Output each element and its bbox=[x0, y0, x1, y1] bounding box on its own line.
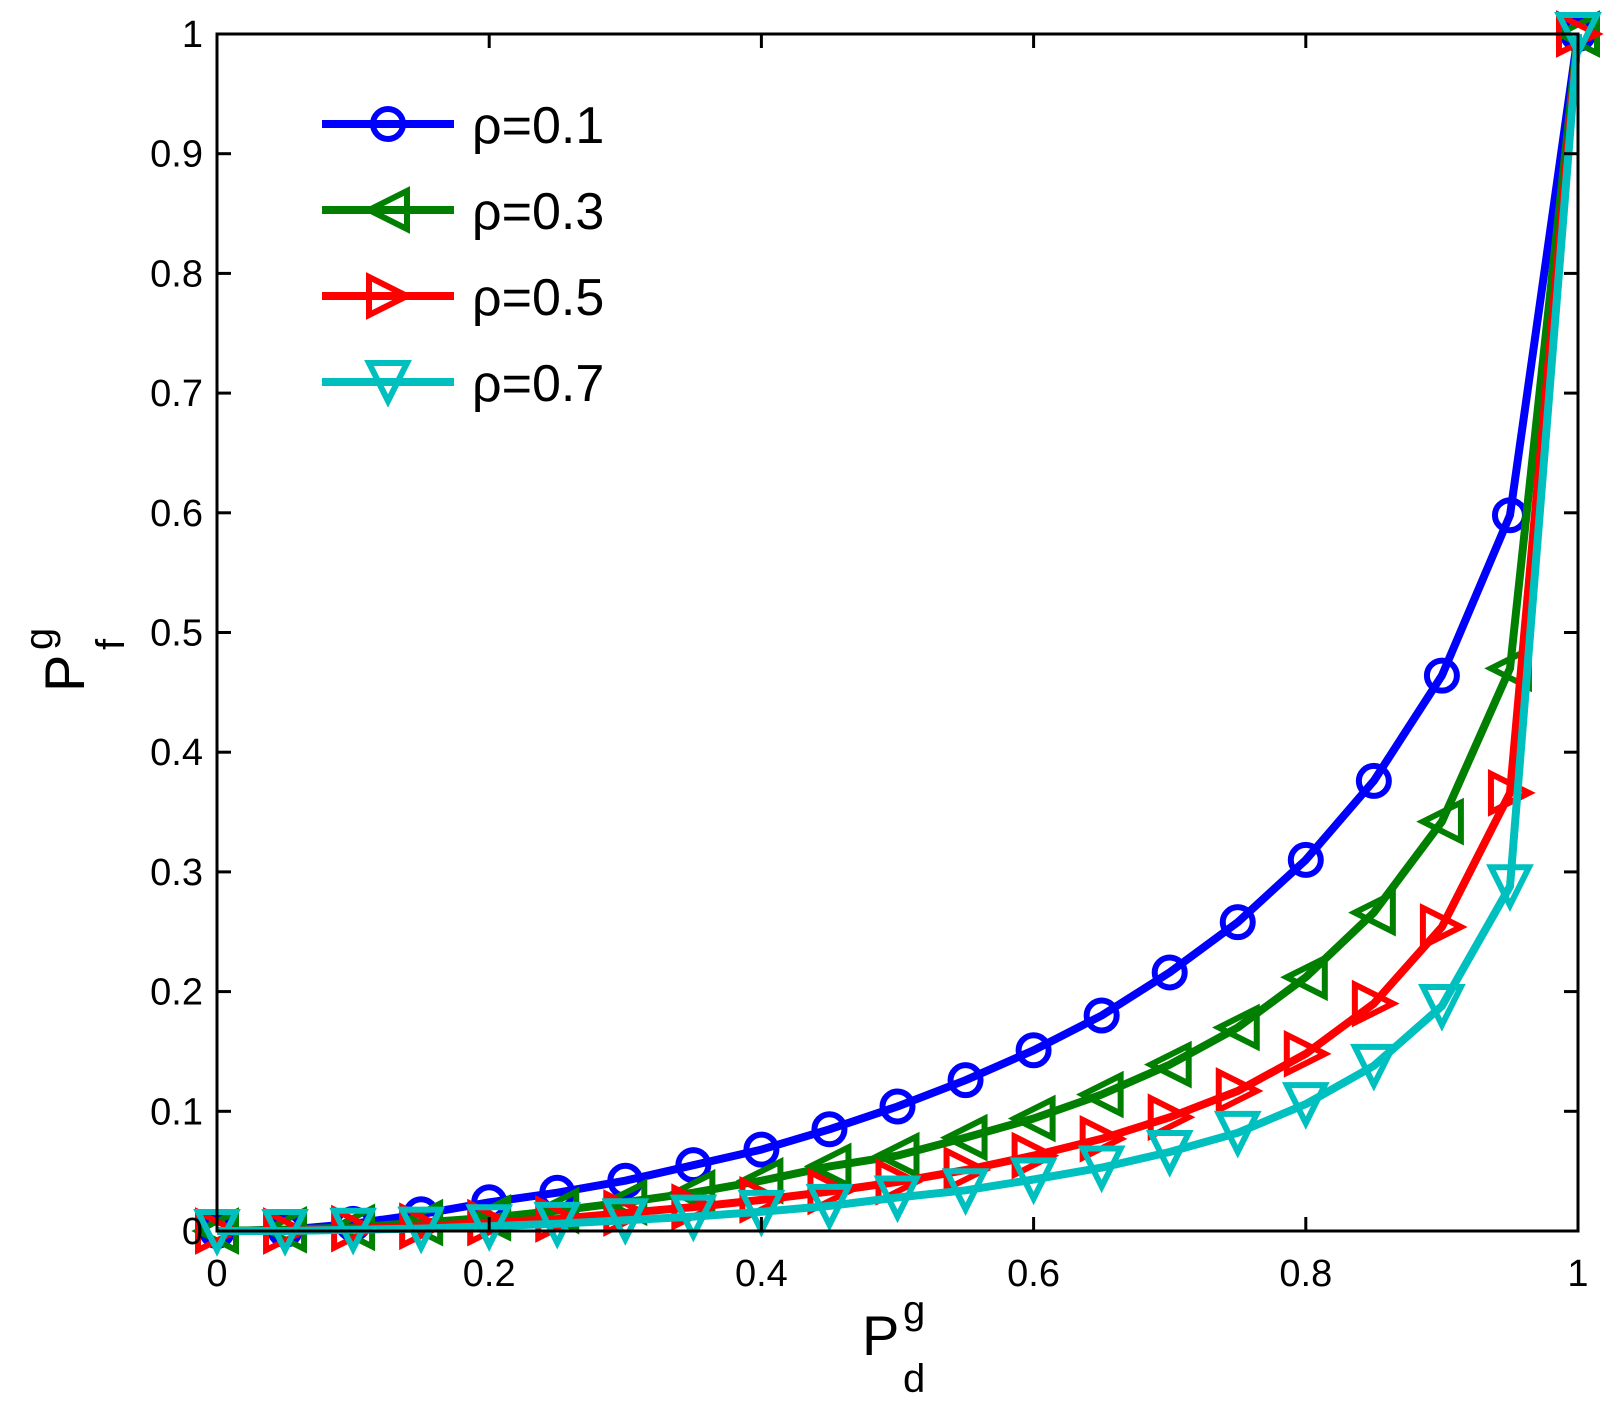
y-tick-label: 0.3 bbox=[150, 852, 203, 894]
data-point bbox=[397, 1206, 446, 1255]
y-tick-label: 0.6 bbox=[150, 493, 203, 535]
data-point bbox=[1143, 1040, 1192, 1089]
legend-label: ρ=0.5 bbox=[472, 269, 604, 327]
x-axis-label-sub: d bbox=[903, 1357, 925, 1401]
y-tick-label: 0.4 bbox=[150, 732, 203, 774]
data-point bbox=[1283, 1029, 1332, 1078]
data-point bbox=[1351, 979, 1400, 1028]
data-point bbox=[533, 1201, 582, 1250]
legend-marker bbox=[362, 186, 410, 234]
legend-item: ρ=0.3 bbox=[322, 183, 604, 241]
y-axis-label-sub: f bbox=[89, 638, 133, 650]
data-point bbox=[805, 1183, 854, 1232]
legend-marker bbox=[370, 106, 406, 142]
data-point bbox=[1213, 1110, 1262, 1159]
data-point bbox=[1355, 762, 1392, 799]
y-tick-label: 0.2 bbox=[150, 972, 203, 1014]
data-point bbox=[667, 1168, 716, 1217]
legend-marker bbox=[366, 272, 414, 320]
data-point bbox=[1009, 1157, 1058, 1206]
legend-label: ρ=0.7 bbox=[472, 355, 604, 413]
data-point bbox=[535, 1195, 583, 1243]
data-point bbox=[879, 1088, 916, 1125]
legend-label: ρ=0.1 bbox=[472, 97, 604, 155]
data-point bbox=[1348, 888, 1396, 937]
data-point bbox=[1423, 657, 1460, 694]
data-point bbox=[811, 1111, 848, 1148]
data-point bbox=[1486, 864, 1534, 912]
data-point bbox=[1147, 1093, 1196, 1142]
x-tick-label: 0.6 bbox=[1007, 1253, 1060, 1295]
data-point bbox=[1083, 997, 1120, 1034]
series-4 bbox=[193, 12, 1602, 1257]
data-point bbox=[465, 1204, 514, 1252]
data-point bbox=[871, 1131, 920, 1180]
data-point bbox=[1487, 769, 1536, 817]
y-axis-label: P g f bbox=[17, 623, 133, 692]
y-axis-label-sup: g bbox=[17, 628, 61, 650]
data-point bbox=[1145, 1129, 1194, 1178]
data-point bbox=[1419, 903, 1468, 951]
legend-item: ρ=0.5 bbox=[322, 269, 604, 327]
y-tick-label: 1 bbox=[182, 14, 203, 56]
data-point bbox=[601, 1198, 650, 1246]
data-point bbox=[1215, 1067, 1264, 1115]
data-point bbox=[669, 1194, 718, 1243]
data-point bbox=[1015, 1032, 1052, 1069]
legend: ρ=0.1 ρ=0.3 ρ=0.5 ρ=0.7 bbox=[322, 97, 604, 413]
y-tick-label: 0.9 bbox=[150, 134, 203, 176]
x-tick-label: 1 bbox=[1567, 1253, 1588, 1295]
x-tick-label: 0.2 bbox=[463, 1253, 516, 1295]
data-point bbox=[1416, 797, 1464, 846]
x-tick-label: 0.8 bbox=[1279, 1253, 1332, 1295]
ticks-layer: 0 0.2 0.4 0.6 0.8 1 0 0.1 0.2 0.3 0.4 0.5 0.6 0.7 0.8 0… bbox=[150, 14, 1588, 1295]
series-layer bbox=[191, 10, 1604, 1257]
data-point bbox=[1287, 841, 1324, 878]
y-tick-label: 0 bbox=[182, 1211, 203, 1253]
data-point bbox=[743, 1131, 780, 1168]
y-tick-label: 0.5 bbox=[150, 613, 203, 655]
data-point bbox=[1151, 954, 1188, 991]
legend-label: ρ=0.3 bbox=[472, 183, 604, 241]
y-tick-label: 0.8 bbox=[150, 253, 203, 295]
data-point bbox=[1281, 1082, 1330, 1130]
data-point bbox=[1007, 1094, 1056, 1143]
data-point bbox=[1075, 1070, 1124, 1119]
y-axis-label-main: P bbox=[33, 655, 96, 692]
x-axis-label: P g d bbox=[862, 1288, 930, 1401]
y-axis-label-group: P g f bbox=[17, 623, 133, 692]
data-point bbox=[1280, 953, 1328, 1002]
data-point bbox=[939, 1113, 988, 1162]
data-point bbox=[941, 1168, 990, 1217]
data-point bbox=[1349, 1043, 1398, 1092]
data-point bbox=[947, 1062, 984, 1099]
x-tick-label: 0 bbox=[206, 1253, 227, 1295]
y-tick-label: 0.1 bbox=[150, 1091, 203, 1133]
data-point bbox=[737, 1189, 786, 1238]
data-point bbox=[803, 1142, 852, 1191]
data-point bbox=[1011, 1131, 1060, 1180]
legend-item: ρ=0.1 bbox=[322, 97, 604, 155]
y-tick-label: 0.7 bbox=[150, 373, 203, 415]
x-axis-label-sup: g bbox=[903, 1288, 925, 1332]
data-point bbox=[873, 1175, 922, 1224]
data-point bbox=[1077, 1145, 1126, 1194]
x-axis-label-main: P bbox=[862, 1304, 899, 1367]
data-point bbox=[1212, 1003, 1260, 1052]
data-point bbox=[1219, 904, 1256, 941]
x-tick-label: 0.4 bbox=[735, 1253, 788, 1295]
data-point bbox=[1418, 983, 1466, 1032]
series-line bbox=[216, 33, 1582, 1235]
series-line bbox=[217, 33, 1582, 1235]
legend-item: ρ=0.7 bbox=[322, 355, 604, 413]
legend-marker bbox=[364, 360, 412, 408]
